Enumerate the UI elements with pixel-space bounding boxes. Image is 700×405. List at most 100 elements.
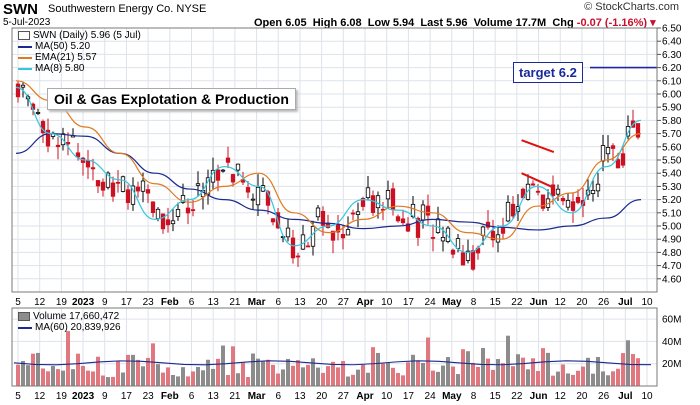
candle-body	[75, 152, 81, 158]
volume-bar	[456, 374, 460, 386]
volume-bar	[446, 357, 450, 386]
volume-bar	[376, 352, 380, 386]
volume-bar	[541, 348, 545, 386]
volume-bar	[181, 367, 185, 386]
price-tick-label: 4.70	[662, 261, 682, 272]
candle-body	[470, 250, 476, 270]
volume-bar	[426, 337, 430, 386]
volume-bar	[606, 375, 610, 386]
candle-body	[600, 145, 606, 162]
ticker-symbol: SWN	[3, 1, 38, 18]
price-tick-label: 6.20	[662, 63, 682, 74]
volume-y-ticks: 60M 40M 20M	[662, 315, 681, 371]
volume-bar	[511, 366, 515, 386]
volume-bar	[101, 375, 105, 386]
price-tick-label: 6.30	[662, 50, 682, 61]
legend-ma60-label: MA(60) 20,839,926	[35, 322, 121, 333]
legend-price-label: SWN (Daily) 5.96 (5 Jul)	[33, 30, 141, 41]
chart-annotations	[521, 66, 657, 189]
price-legend: SWN (Daily) 5.96 (5 Jul) MA(50) 5.20 EMA…	[18, 30, 141, 74]
price-tick-label: 5.50	[662, 156, 682, 167]
candle-body	[295, 255, 301, 258]
x-tick-label: 24	[425, 297, 437, 308]
x-tick-label: May	[442, 391, 462, 402]
volume-bar	[501, 363, 505, 386]
volume-bar	[16, 364, 20, 386]
x-tick-label: 6	[189, 391, 195, 402]
legend-ma50-label: MA(50) 5.20	[35, 41, 91, 52]
volume-bar	[36, 352, 40, 386]
volume-bar	[221, 345, 225, 386]
volume-bar	[281, 369, 285, 386]
candle-body	[635, 123, 641, 138]
x-tick-label: 12	[34, 297, 46, 308]
candle-body	[310, 225, 316, 247]
volume-bar	[231, 346, 235, 386]
volume-bar	[286, 358, 290, 386]
candle-body	[610, 145, 616, 149]
company-name: Southwestern Energy Co. NYSE	[48, 3, 207, 15]
volume-bar	[51, 366, 55, 386]
volume-bar	[571, 374, 575, 386]
candle-body	[285, 227, 291, 238]
candle-body	[130, 185, 136, 205]
x-tick-label: 5	[15, 297, 21, 308]
candle-body	[235, 163, 241, 171]
volume-legend: Volume 17,660,472 MA(60) 20,839,926	[18, 311, 121, 333]
x-tick-label: Feb	[161, 297, 179, 308]
legend-ma60: MA(60) 20,839,926	[18, 322, 121, 333]
x-tick-label: 27	[338, 391, 350, 402]
candle-body	[525, 183, 531, 200]
volume-bar	[31, 353, 35, 386]
x-tick-label: 15	[490, 391, 502, 402]
candle-body	[435, 218, 441, 233]
candle-body	[445, 227, 451, 242]
ma8-line	[15, 86, 642, 254]
candle-body	[250, 198, 256, 201]
volume-bar	[296, 360, 300, 386]
volume-bar	[491, 369, 495, 386]
x-tick-label: 26	[598, 391, 610, 402]
volume-bar	[66, 331, 70, 386]
volume-tick-label: 20M	[662, 359, 681, 370]
candle-body	[605, 147, 611, 155]
volume-bar	[596, 356, 600, 386]
volume-bar	[241, 362, 245, 386]
volume-bar	[636, 358, 640, 386]
volume-bar	[466, 351, 470, 386]
volume-bar	[451, 366, 455, 386]
stockcharts-watermark: © StockCharts.com	[584, 1, 679, 13]
volume-bar	[116, 361, 120, 386]
price-tick-label: 5.30	[662, 182, 682, 193]
candle-body	[185, 207, 191, 214]
legend-ma8-label: MA(8) 5.80	[35, 63, 85, 74]
volume-bar	[556, 371, 560, 386]
price-tick-label: 5.40	[662, 169, 682, 180]
candle-body	[455, 238, 461, 249]
x-tick-label: 24	[425, 391, 437, 402]
x-tick-label: 6	[275, 391, 281, 402]
ema21-swatch-icon	[18, 56, 32, 59]
volume-ma60-line	[13, 360, 652, 366]
volume-bar	[381, 363, 385, 386]
legend-ema21: EMA(21) 5.57	[18, 52, 141, 63]
x-tick-label: 13	[294, 297, 306, 308]
candle-body	[430, 237, 436, 239]
volume-bar	[621, 353, 625, 386]
candle-body	[425, 205, 431, 216]
x-tick-label: 23	[143, 297, 155, 308]
x-tick-label: Jul	[618, 297, 633, 308]
x-tick-label: 10	[381, 297, 393, 308]
volume-bar	[186, 376, 190, 386]
x-tick-label: May	[442, 297, 462, 308]
candle-body	[575, 196, 581, 203]
candle-body	[120, 176, 126, 192]
volume-bar	[546, 352, 550, 386]
volume-bar	[146, 357, 150, 386]
candle-body	[560, 198, 566, 202]
candle-body	[625, 126, 631, 137]
candle-body	[535, 190, 541, 193]
volume-bar	[396, 372, 400, 386]
high-label: High	[312, 17, 338, 29]
x-tick-label: 20	[316, 297, 328, 308]
